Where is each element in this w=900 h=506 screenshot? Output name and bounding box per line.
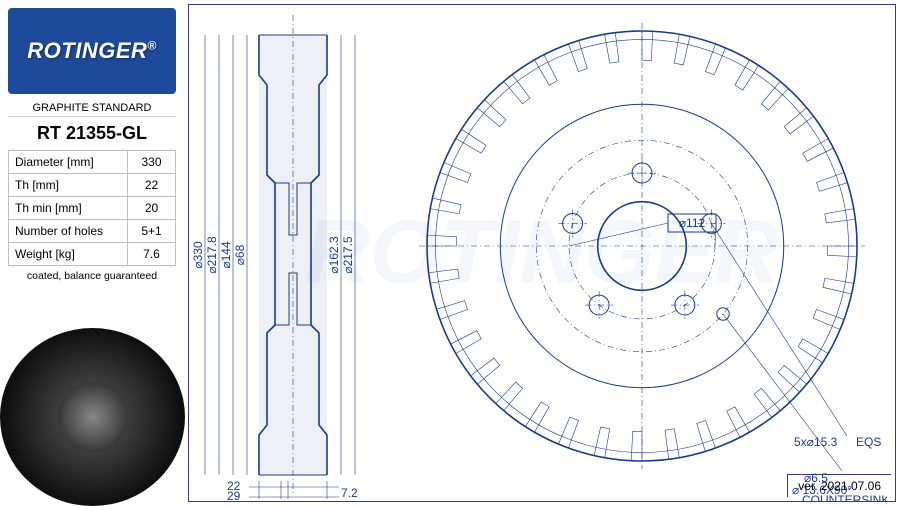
spec-value: 22 xyxy=(128,174,176,197)
spec-value: 330 xyxy=(128,151,176,174)
bolt-pattern-label: 5x⌀15.3 xyxy=(794,435,838,449)
series-label: GRAPHITE STANDARD xyxy=(8,98,176,117)
technical-drawing: ROTINGER ⌀330⌀217.8⌀144⌀68⌀162.3⌀217.5 2… xyxy=(188,4,896,502)
spec-label: Diameter [mm] xyxy=(9,151,128,174)
spec-label: Weight [kg] xyxy=(9,243,128,266)
diameter-dim: ⌀217.5 xyxy=(341,236,355,274)
version-label: ver. 2021.07.06 xyxy=(787,474,891,497)
product-photo xyxy=(0,328,185,506)
spec-row: Diameter [mm] 330 xyxy=(9,151,176,174)
spec-panel: GRAPHITE STANDARD RT 21355-GL Diameter [… xyxy=(8,98,176,286)
dim-offset: 7.2 xyxy=(341,486,358,500)
diameter-dim: ⌀162.3 xyxy=(327,236,341,274)
spec-footer: coated, balance guaranteed xyxy=(8,266,176,286)
dim-total-w: 29 xyxy=(227,489,241,503)
face-view: ⌀6.5⌀ 13.6X90°COUNTERSINK⌀1125x⌀15.3EQS xyxy=(397,11,887,501)
spec-row: Th min [mm] 20 xyxy=(9,197,176,220)
spec-label: Th min [mm] xyxy=(9,197,128,220)
spec-label: Th [mm] xyxy=(9,174,128,197)
diameter-dim: ⌀144 xyxy=(219,241,233,269)
brand-logo: ROTINGER® xyxy=(8,8,176,94)
spec-value: 7.6 xyxy=(128,243,176,266)
brand-logo-text: ROTINGER® xyxy=(27,38,156,64)
spec-row: Number of holes 5+1 xyxy=(9,220,176,243)
part-number: RT 21355-GL xyxy=(8,117,176,150)
diameter-dim: ⌀68 xyxy=(233,244,247,265)
spec-value: 20 xyxy=(128,197,176,220)
spec-table: Diameter [mm] 330Th [mm] 22Th min [mm] 2… xyxy=(8,150,176,266)
spec-row: Weight [kg] 7.6 xyxy=(9,243,176,266)
pcd-label: ⌀112 xyxy=(679,216,706,230)
eqs-label: EQS xyxy=(856,435,881,449)
spec-label: Number of holes xyxy=(9,220,128,243)
diameter-dim: ⌀217.8 xyxy=(205,236,219,274)
cross-section-view: ⌀330⌀217.8⌀144⌀68⌀162.3⌀217.5 22 29 7.2 xyxy=(189,5,399,503)
spec-row: Th [mm] 22 xyxy=(9,174,176,197)
spec-value: 5+1 xyxy=(128,220,176,243)
diameter-dim: ⌀330 xyxy=(191,241,205,269)
